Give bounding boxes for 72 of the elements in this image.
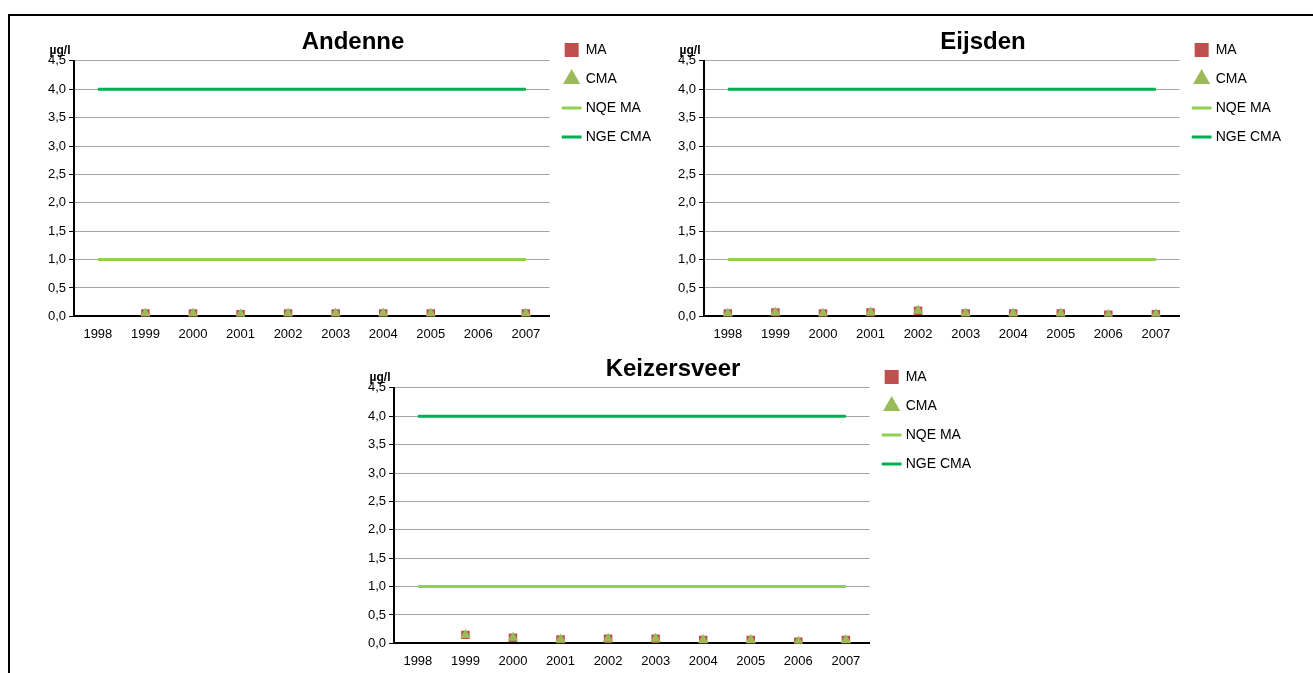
y-tick-label: 4,0 — [367, 407, 387, 423]
x-tick-label: 2000 — [178, 325, 208, 341]
legend-label: MA — [1215, 40, 1238, 57]
y-tick-label: 3,0 — [47, 137, 67, 153]
y-tick-label: 2,0 — [47, 194, 67, 210]
x-tick-label: 1999 — [450, 652, 480, 668]
x-tick-label: 2003 — [951, 325, 981, 341]
x-tick-label: 1998 — [83, 325, 113, 341]
y-tick-label: 0,5 — [677, 279, 697, 295]
x-tick-label: 1998 — [403, 652, 433, 668]
y-tick-label: 0,0 — [47, 307, 67, 323]
x-tick-label: 2006 — [463, 325, 493, 341]
x-tick-label: 2007 — [1141, 325, 1171, 341]
x-tick-label: 2004 — [368, 325, 398, 341]
y-tick-label: 0,0 — [367, 634, 387, 650]
x-tick-label: 2007 — [831, 652, 861, 668]
y-tick-label: 0,5 — [367, 606, 387, 622]
chart-title: Eijsden — [940, 27, 1026, 55]
y-tick-label: 4,0 — [47, 80, 67, 96]
y-tick-label: 2,5 — [367, 492, 387, 508]
y-tick-label: 2,0 — [677, 194, 697, 210]
y-tick-label: 1,0 — [47, 251, 67, 267]
chart-title: Keizersveer — [605, 354, 741, 382]
x-tick-label: 2006 — [1093, 325, 1123, 341]
x-tick-label: 2005 — [736, 652, 766, 668]
x-tick-label: 2005 — [1046, 325, 1076, 341]
x-tick-label: 2003 — [641, 652, 671, 668]
legend-label: NGE CMA — [905, 454, 972, 471]
x-tick-label: 2001 — [226, 325, 255, 341]
x-tick-label: 2007 — [511, 325, 541, 341]
y-tick-label: 2,5 — [47, 165, 67, 181]
legend-label: MA — [905, 367, 928, 384]
x-tick-label: 2006 — [783, 652, 813, 668]
legend-label: CMA — [585, 69, 618, 86]
x-tick-label: 2004 — [998, 325, 1028, 341]
y-tick-label: 3,0 — [367, 464, 387, 480]
y-tick-label: 2,5 — [677, 165, 697, 181]
legend-label: NQE MA — [585, 98, 642, 115]
y-tick-label: 0,0 — [677, 307, 697, 323]
y-tick-label: 1,0 — [677, 251, 697, 267]
legend-label: CMA — [905, 396, 938, 413]
legend-label: NQE MA — [1215, 98, 1272, 115]
legend-label: MA — [585, 40, 608, 57]
x-tick-label: 2000 — [498, 652, 528, 668]
x-tick-label: 2002 — [273, 325, 303, 341]
legend-label: NQE MA — [905, 425, 962, 442]
legend-label: NGE CMA — [585, 127, 652, 144]
chart-title: Andenne — [301, 27, 405, 55]
y-tick-label: 3,5 — [47, 109, 67, 125]
x-tick-label: 2004 — [688, 652, 718, 668]
y-tick-label: 1,5 — [47, 222, 67, 238]
x-tick-label: 1999 — [130, 325, 160, 341]
x-tick-label: 2002 — [593, 652, 623, 668]
y-tick-label: 3,5 — [367, 436, 387, 452]
y-tick-label: 4,0 — [677, 80, 697, 96]
x-tick-label: 2002 — [903, 325, 933, 341]
x-tick-label: 2003 — [321, 325, 351, 341]
x-tick-label: 1998 — [713, 325, 743, 341]
x-tick-label: 2000 — [808, 325, 838, 341]
y-tick-label: 2,0 — [367, 521, 387, 537]
legend-label: NGE CMA — [1215, 127, 1282, 144]
y-tick-label: 3,5 — [677, 109, 697, 125]
x-tick-label: 2005 — [416, 325, 446, 341]
y-tick-label: 3,0 — [677, 137, 697, 153]
x-tick-label: 1999 — [760, 325, 790, 341]
x-tick-label: 2001 — [856, 325, 885, 341]
y-tick-label: 1,5 — [367, 549, 387, 565]
x-tick-label: 2001 — [546, 652, 575, 668]
y-tick-label: 0,5 — [47, 279, 67, 295]
y-tick-label: 1,0 — [367, 578, 387, 594]
y-tick-label: 1,5 — [677, 222, 697, 238]
legend-label: CMA — [1215, 69, 1248, 86]
